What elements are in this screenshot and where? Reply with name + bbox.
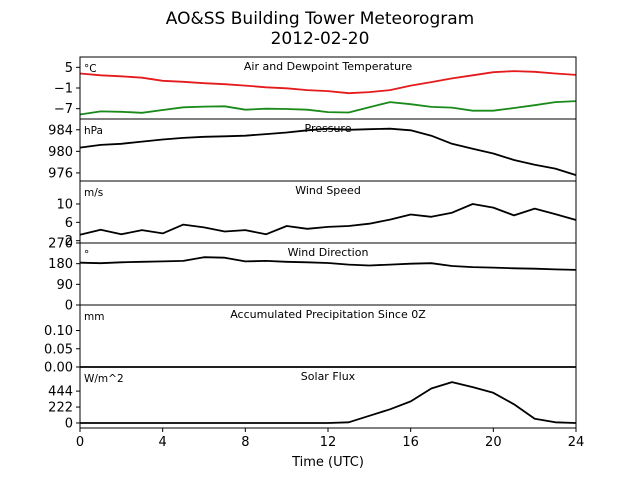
x-tick-label: 16: [402, 435, 419, 450]
y-tick-label: 222: [48, 401, 73, 416]
panel-title: Air and Dewpoint Temperature: [244, 60, 412, 73]
y-tick-label: 6: [65, 216, 73, 231]
panel-title: Pressure: [305, 122, 352, 135]
panel-title: Solar Flux: [301, 370, 356, 383]
series-line: [79, 256, 577, 271]
panel: 10 6 2 Wind Speed m/s: [56, 180, 577, 249]
chart-subtitle: 2012-02-20: [271, 29, 370, 49]
y-tick-label: 980: [48, 145, 73, 160]
panel-unit: hPa: [84, 125, 103, 137]
y-tick-label: 270: [48, 237, 73, 252]
y-tick-label: 0.10: [44, 324, 73, 339]
panel-title: Wind Direction: [288, 246, 369, 259]
panel-unit: W/m^2: [84, 373, 124, 385]
y-tick-label: 0.05: [44, 342, 73, 357]
panel-unit: °C: [84, 63, 97, 75]
panel: 5 −1 −7 Air and Dewpoint Temperature °C: [54, 56, 577, 120]
y-tick-label: 10: [56, 197, 73, 212]
panel-unit: °: [84, 249, 89, 261]
panel-title: Accumulated Precipitation Since 0Z: [230, 308, 426, 321]
y-tick-label: 0: [65, 299, 73, 314]
panel-title: Wind Speed: [295, 184, 361, 197]
y-tick-label: 180: [48, 257, 73, 272]
x-tick-label: 0: [76, 435, 84, 450]
y-tick-label: 444: [48, 385, 73, 400]
y-tick-label: −1: [54, 82, 73, 97]
x-tick-label: 4: [159, 435, 167, 450]
y-tick-label: 2: [65, 234, 73, 249]
y-tick-label: 0: [65, 416, 73, 431]
x-axis-label: Time (UTC): [291, 455, 364, 470]
panel: 270 180 90 0 Wind Direction °: [48, 237, 577, 314]
chart-title: AO&SS Building Tower Meteorogram: [166, 9, 474, 29]
y-tick-label: 976: [48, 166, 73, 181]
panel: 984 980 976 Pressure hPa: [48, 118, 577, 182]
x-tick-label: 12: [320, 435, 337, 450]
x-tick-label: 24: [568, 435, 585, 450]
x-tick-label: 20: [485, 435, 502, 450]
y-tick-label: 984: [48, 123, 73, 138]
y-tick-label: −7: [54, 102, 73, 117]
series-line: [79, 70, 577, 95]
x-tick-label: 8: [241, 435, 249, 450]
y-tick-label: 90: [56, 278, 73, 293]
panel-unit: m/s: [84, 187, 103, 199]
panel-unit: mm: [84, 311, 104, 323]
series-line: [79, 203, 577, 236]
series-line: [80, 381, 577, 424]
y-tick-label: 5: [65, 61, 73, 76]
x-axis: 0 4 8 12 16 20 24: [76, 428, 584, 450]
panel: 0.10 0.05 0.00 Accumulated Precipitation Si…: [44, 304, 577, 376]
y-tick-label: 0.00: [44, 361, 73, 376]
series-line: [79, 100, 577, 116]
series-line: [79, 127, 577, 176]
